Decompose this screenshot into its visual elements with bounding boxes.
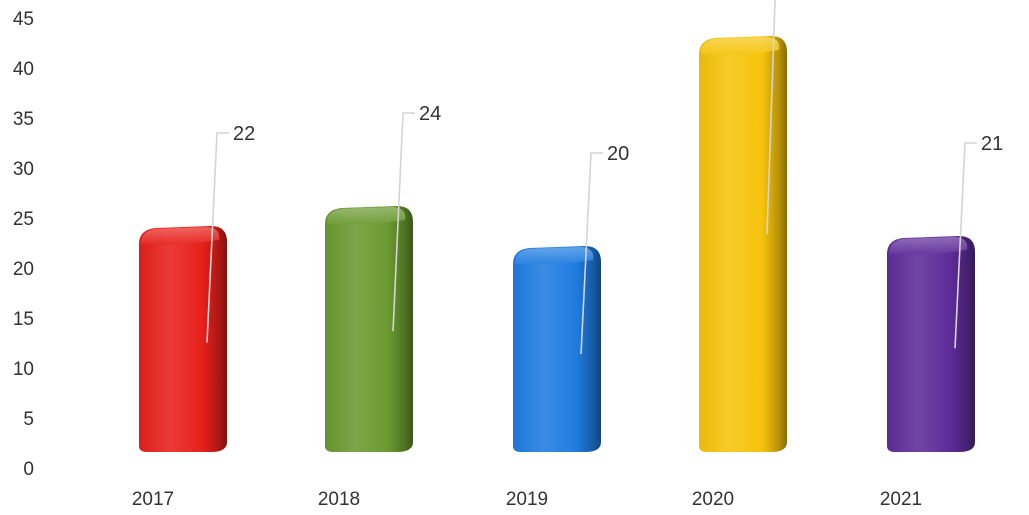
bar-2021 [887, 236, 975, 452]
x-category-label: 2017 [132, 489, 174, 510]
x-axis: 2017 2018 2019 2020 2021 [132, 489, 922, 510]
y-tick-label: 40 [13, 59, 34, 80]
bar-2018 [325, 206, 413, 452]
bar-top-cap [701, 37, 780, 55]
data-label-leader [954, 142, 977, 349]
y-tick-label: 5 [23, 409, 34, 430]
x-category-label: 2018 [318, 489, 360, 510]
bar-top-cap [889, 237, 968, 255]
x-category-label: 2021 [880, 489, 922, 510]
bars [139, 36, 975, 452]
data-label-leader [766, 0, 776, 235]
data-label: 22 [233, 123, 255, 145]
bar-2017 [139, 226, 227, 452]
y-tick-label: 45 [13, 9, 34, 30]
bar-body [887, 236, 975, 452]
y-axis: 0 5 10 15 20 25 30 35 40 45 [13, 9, 34, 480]
bar-body [325, 206, 413, 452]
data-label: 24 [419, 103, 441, 125]
data-labels: 2224204121 [233, 103, 1003, 165]
y-tick-label: 35 [13, 109, 34, 130]
y-tick-label: 25 [13, 209, 34, 230]
data-label-leader [206, 132, 229, 343]
data-label: 20 [607, 143, 629, 165]
data-label-leaders [206, 0, 977, 355]
bar-top-cap [515, 247, 594, 265]
data-label-leader [392, 112, 415, 332]
bar-top-cap [327, 207, 406, 225]
bar-2019 [513, 246, 601, 452]
data-label: 21 [981, 133, 1003, 155]
bar-body [699, 36, 787, 452]
bar-top-cap [141, 227, 220, 245]
y-tick-label: 0 [23, 459, 34, 480]
y-tick-label: 10 [13, 359, 34, 380]
x-category-label: 2020 [692, 489, 734, 510]
bar-body [139, 226, 227, 452]
y-tick-label: 30 [13, 159, 34, 180]
y-tick-label: 15 [13, 309, 34, 330]
data-label-leader [580, 152, 603, 355]
x-category-label: 2019 [506, 489, 548, 510]
bar-2020 [699, 36, 787, 452]
bar-body [513, 246, 601, 452]
y-tick-label: 20 [13, 259, 34, 280]
